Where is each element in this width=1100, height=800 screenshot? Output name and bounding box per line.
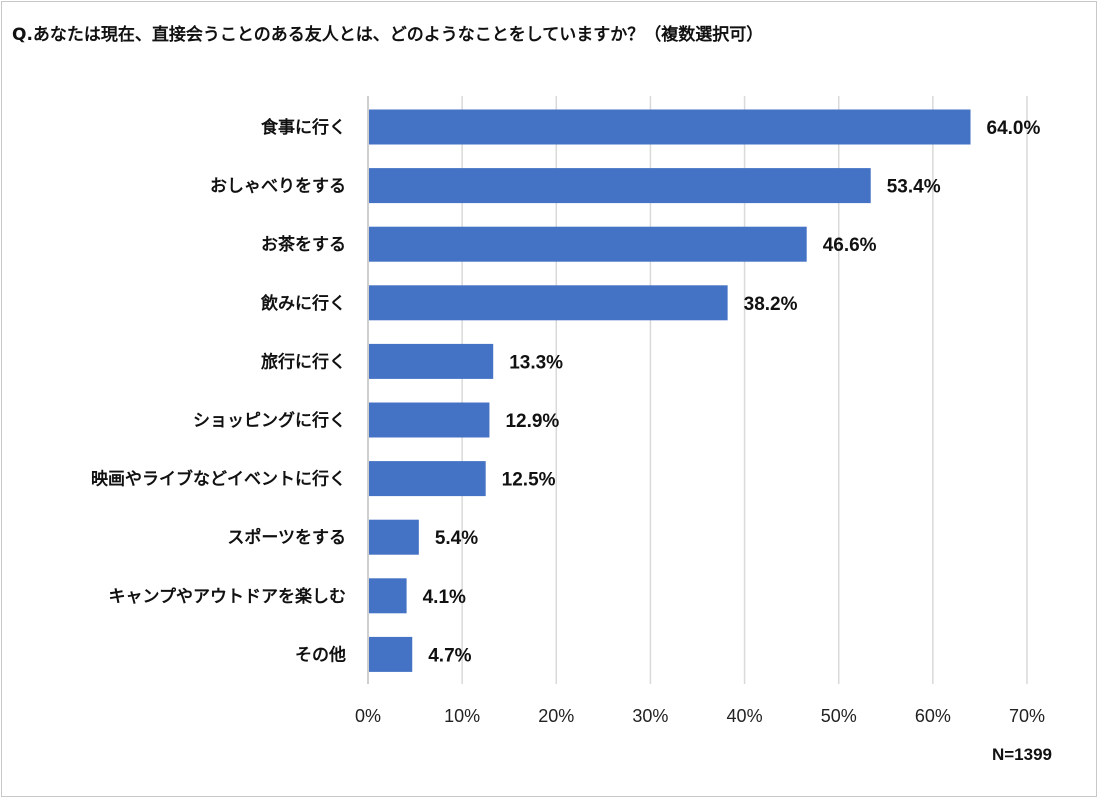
bars bbox=[369, 109, 971, 672]
value-label: 4.1% bbox=[423, 587, 466, 608]
chart-title: Q.あなたは現在、直接会うことのある友人とは、どのようなことをしていますか？（複… bbox=[12, 25, 764, 45]
category-label: お茶をする bbox=[261, 234, 346, 255]
bar-1 bbox=[369, 109, 971, 145]
value-label: 12.5% bbox=[502, 470, 556, 491]
bar-9 bbox=[369, 578, 407, 614]
value-label: 38.2% bbox=[744, 294, 798, 315]
value-label: 12.9% bbox=[505, 411, 559, 432]
value-label: 46.6% bbox=[823, 235, 877, 256]
bar-8 bbox=[369, 519, 419, 555]
bar-4 bbox=[369, 285, 728, 321]
bar-10 bbox=[369, 636, 413, 672]
bar-7 bbox=[369, 461, 486, 497]
x-tick-label: 60% bbox=[915, 706, 951, 726]
x-tick-label: 20% bbox=[538, 706, 574, 726]
sample-size-note: N=1399 bbox=[991, 745, 1052, 764]
category-label: 食事に行く bbox=[261, 117, 346, 138]
x-tick-label: 0% bbox=[355, 706, 381, 726]
category-label: キャンプやアウトドアを楽しむ bbox=[109, 586, 347, 607]
bar-6 bbox=[369, 402, 490, 438]
category-label: スポーツをする bbox=[227, 527, 346, 548]
category-label: 旅行に行く bbox=[261, 351, 346, 372]
category-label: 飲みに行く bbox=[260, 293, 346, 314]
x-tick-label: 10% bbox=[444, 706, 480, 726]
category-label: その他 bbox=[295, 644, 346, 665]
value-label: 13.3% bbox=[509, 352, 563, 373]
x-tick-label: 70% bbox=[1009, 706, 1045, 726]
x-tick-label: 50% bbox=[821, 706, 857, 726]
x-tick-label: 40% bbox=[727, 706, 763, 726]
bar-5 bbox=[369, 343, 494, 379]
value-label: 4.7% bbox=[428, 645, 471, 666]
value-label: 53.4% bbox=[887, 177, 941, 198]
category-label: おしゃべりをする bbox=[210, 177, 346, 197]
labels: 0% 10% 20% 30% 40% 50% 60% 70% 食事に行く 64.0% おしゃべりをす… bbox=[91, 117, 1045, 726]
bar-2 bbox=[369, 168, 871, 204]
x-tick-label: 30% bbox=[632, 706, 668, 726]
category-label: 映画やライブなどイベントに行く bbox=[91, 469, 346, 490]
value-label: 64.0% bbox=[987, 118, 1041, 139]
bar-3 bbox=[369, 226, 807, 262]
value-label: 5.4% bbox=[435, 528, 478, 549]
category-label: ショッピングに行く bbox=[193, 410, 346, 431]
